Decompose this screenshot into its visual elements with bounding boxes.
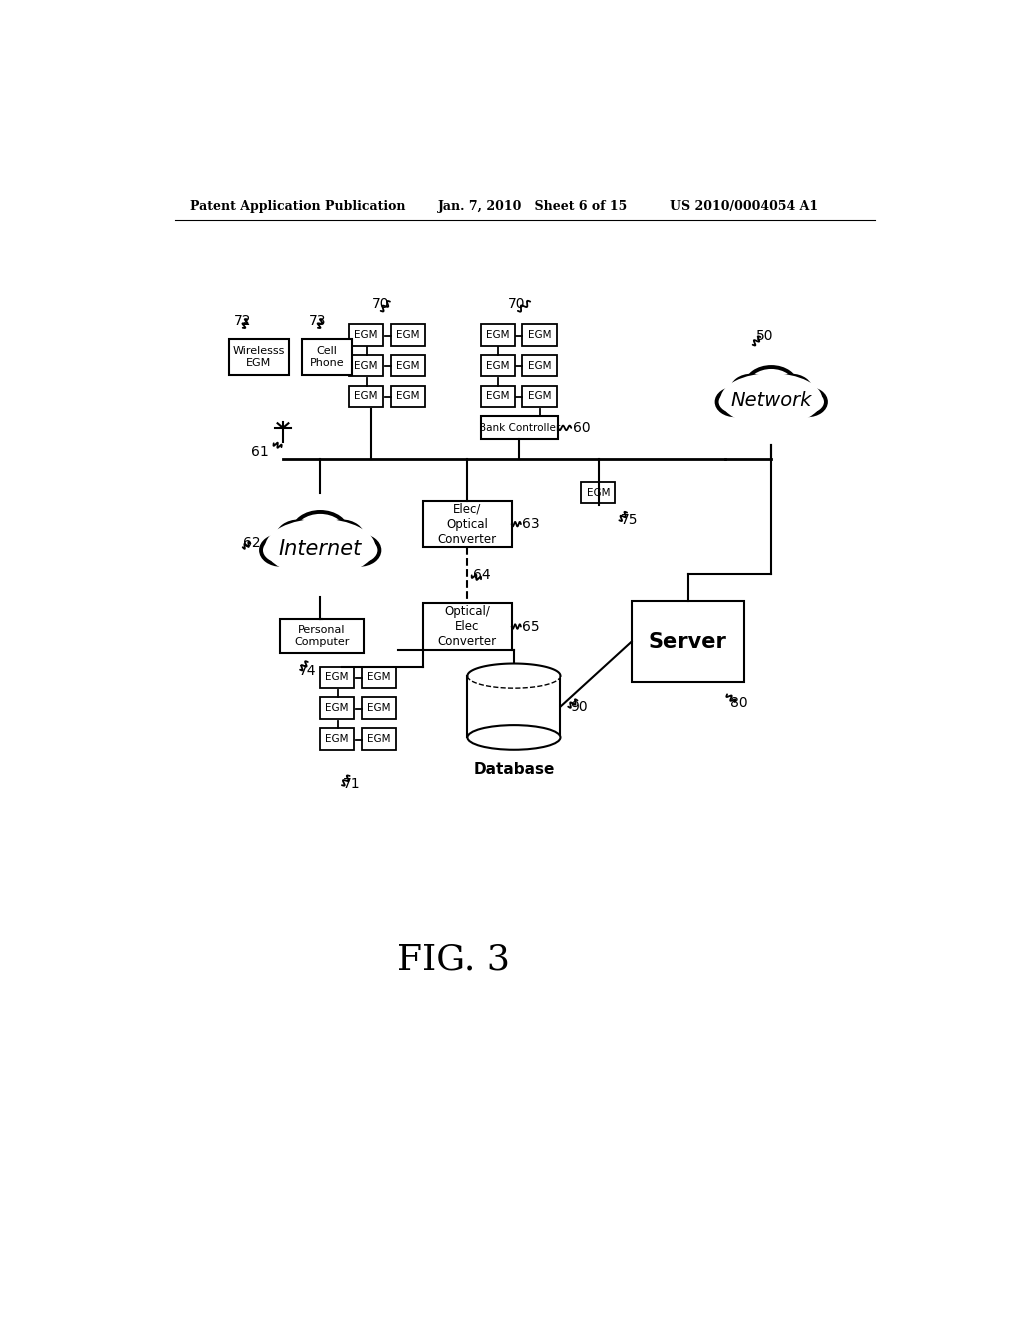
Text: EGM: EGM xyxy=(368,734,391,744)
Text: EGM: EGM xyxy=(486,330,509,339)
Bar xyxy=(480,355,515,376)
Bar xyxy=(349,385,383,407)
Ellipse shape xyxy=(339,536,379,565)
Text: 75: 75 xyxy=(621,513,638,527)
Bar xyxy=(228,339,289,375)
Text: EGM: EGM xyxy=(354,360,378,371)
Text: EGM: EGM xyxy=(368,704,391,713)
Text: Jan. 7, 2010   Sheet 6 of 15: Jan. 7, 2010 Sheet 6 of 15 xyxy=(438,199,629,213)
Ellipse shape xyxy=(288,529,352,572)
Ellipse shape xyxy=(737,393,779,420)
Text: EGM: EGM xyxy=(354,330,378,339)
Text: US 2010/0004054 A1: US 2010/0004054 A1 xyxy=(671,199,818,213)
Text: Database: Database xyxy=(473,762,555,777)
Text: EGM: EGM xyxy=(527,330,551,339)
Bar xyxy=(349,323,383,346)
Text: EGM: EGM xyxy=(354,391,378,401)
Ellipse shape xyxy=(732,376,771,404)
Text: EGM: EGM xyxy=(396,391,420,401)
Ellipse shape xyxy=(321,521,362,553)
Text: Personal
Computer: Personal Computer xyxy=(294,624,349,647)
Text: 80: 80 xyxy=(730,696,748,710)
Text: Patent Application Publication: Patent Application Publication xyxy=(190,199,406,213)
Bar xyxy=(362,729,396,750)
Ellipse shape xyxy=(717,388,754,416)
Bar xyxy=(522,355,557,376)
Bar xyxy=(321,729,354,750)
Text: 50: 50 xyxy=(756,329,773,343)
Ellipse shape xyxy=(771,376,811,404)
Ellipse shape xyxy=(283,541,329,570)
Bar xyxy=(632,601,744,682)
Text: 70: 70 xyxy=(372,297,389,312)
Bar xyxy=(362,697,396,719)
Text: EGM: EGM xyxy=(587,487,610,498)
Text: Cell
Phone: Cell Phone xyxy=(310,346,344,368)
Bar xyxy=(423,603,512,649)
Ellipse shape xyxy=(741,383,801,421)
Bar xyxy=(480,385,515,407)
Text: 71: 71 xyxy=(343,777,360,792)
Bar xyxy=(423,502,512,548)
Ellipse shape xyxy=(746,367,797,404)
Text: EGM: EGM xyxy=(396,360,420,371)
Text: 63: 63 xyxy=(522,517,540,531)
Text: EGM: EGM xyxy=(527,360,551,371)
Bar xyxy=(391,385,425,407)
Ellipse shape xyxy=(261,536,301,565)
Text: Internet: Internet xyxy=(279,539,361,560)
Text: EGM: EGM xyxy=(527,391,551,401)
Text: 60: 60 xyxy=(572,421,591,434)
Bar xyxy=(522,385,557,407)
Ellipse shape xyxy=(790,388,826,416)
Text: 64: 64 xyxy=(473,569,490,582)
Text: EGM: EGM xyxy=(486,391,509,401)
Bar xyxy=(391,355,425,376)
Text: EGM: EGM xyxy=(326,704,349,713)
Ellipse shape xyxy=(265,519,376,577)
Text: 73: 73 xyxy=(309,314,327,327)
Ellipse shape xyxy=(467,664,560,688)
Text: Elec/
Optical
Converter: Elec/ Optical Converter xyxy=(437,503,497,545)
Bar xyxy=(280,619,364,653)
Text: EGM: EGM xyxy=(368,672,391,682)
Bar xyxy=(321,667,354,688)
Bar xyxy=(480,323,515,346)
Bar xyxy=(321,697,354,719)
Text: Bank Controller: Bank Controller xyxy=(479,422,560,433)
Text: Server: Server xyxy=(649,631,727,652)
Bar xyxy=(391,323,425,346)
Bar xyxy=(362,667,396,688)
Text: 61: 61 xyxy=(251,445,269,459)
Text: 74: 74 xyxy=(299,664,316,677)
Ellipse shape xyxy=(467,725,560,750)
Text: EGM: EGM xyxy=(396,330,420,339)
Text: EGM: EGM xyxy=(326,734,349,744)
Text: 90: 90 xyxy=(569,700,588,714)
Text: 65: 65 xyxy=(522,619,540,634)
Text: FIG. 3: FIG. 3 xyxy=(397,942,510,977)
Ellipse shape xyxy=(278,521,321,553)
Bar xyxy=(480,416,558,440)
Text: Network: Network xyxy=(730,392,812,411)
Bar xyxy=(349,355,383,376)
Text: 70: 70 xyxy=(508,297,525,312)
Text: Optical/
Elec
Converter: Optical/ Elec Converter xyxy=(437,605,497,648)
Ellipse shape xyxy=(763,393,806,420)
Text: 72: 72 xyxy=(233,314,252,327)
Ellipse shape xyxy=(311,541,357,570)
Ellipse shape xyxy=(720,374,822,426)
Text: Wirelesss
EGM: Wirelesss EGM xyxy=(232,346,285,368)
Text: 62: 62 xyxy=(243,536,260,550)
Ellipse shape xyxy=(293,512,347,552)
Bar xyxy=(582,482,615,503)
Text: EGM: EGM xyxy=(326,672,349,682)
Text: EGM: EGM xyxy=(486,360,509,371)
Bar xyxy=(302,339,352,375)
Bar xyxy=(522,323,557,346)
